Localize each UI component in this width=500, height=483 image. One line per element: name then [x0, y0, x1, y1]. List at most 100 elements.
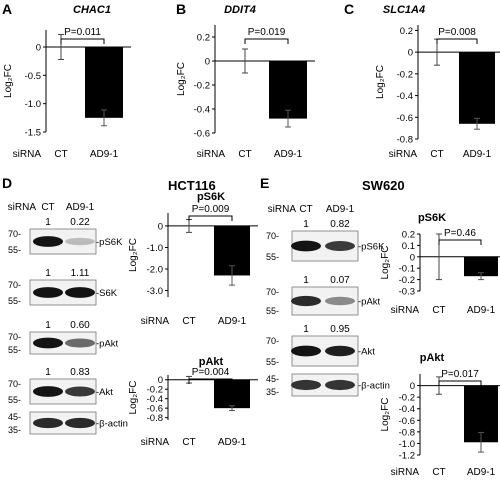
band-value: 1.11 [71, 268, 90, 279]
p-value-label: P=0.004 [192, 367, 230, 378]
category-label-ad9-1: AD9-1 [274, 149, 303, 160]
bar-ad9-1 [464, 256, 498, 277]
mw-marker: 70- [266, 287, 279, 297]
category-label-ad9-1: AD9-1 [90, 149, 119, 160]
blot-band [33, 337, 63, 349]
y-tick-label: 0 [158, 375, 163, 386]
chart-title: CHAC1 [73, 4, 111, 16]
significance-bracket [244, 38, 289, 44]
panel-letter-a: A [2, 1, 12, 17]
y-tick-label: -1.0 [147, 243, 163, 254]
category-label-ct: CT [182, 437, 195, 448]
chart-c-slc1a4: SLC1A4 0.2 0 -0.2 -0.4 -0.6 -0.8 Log₂FC P=0.008 s… [375, 4, 500, 160]
sirna-label: siRNA [391, 305, 420, 316]
significance-bracket [438, 239, 482, 245]
p-value-label: P=0.009 [192, 204, 230, 215]
mw-marker: 70- [266, 336, 279, 346]
band-value: 0.22 [70, 217, 90, 228]
blot-band [33, 386, 63, 397]
category-label-ct: CT [238, 149, 251, 160]
chart-d-ps6k: pS6K 0 -1.0 -2.0 -3.0 Log₂FC P=0.009 siRNA CT AD9… [128, 191, 258, 327]
chart-e-pakt: pAkt 0-0.2-0.4-0.6-0.8-1.0-1.2 Log₂FC P=0.0… [380, 352, 500, 478]
mw-marker: 55- [266, 357, 279, 367]
blot-e: siRNA CT AD9-1 1 0.82 70- 55- -pS6K 1 0.07 70- 55- -… [266, 204, 390, 397]
bar-ad9-1 [459, 52, 495, 124]
y-tick-label: 0 [408, 48, 413, 59]
y-tick-label: 0 [410, 381, 415, 392]
y-tick-label: -0.3 [399, 287, 415, 298]
band-value: 0.60 [70, 320, 90, 331]
p-value-label: P=0.017 [441, 369, 479, 380]
category-label-ad9-1: AD9-1 [467, 467, 496, 478]
y-tick-label: -0.6 [194, 129, 210, 140]
bar-ad9-1 [85, 47, 123, 118]
mw-marker: 35- [8, 425, 21, 435]
blot-d: siRNA CT AD9-1 1 0.22 70- 55- -pS6K 1 1.11 70- 55- -… [8, 202, 128, 435]
mw-marker: 45- [266, 374, 279, 384]
lane-label: CT [41, 202, 54, 213]
blot-row-pakt: 1 0.07 70- 55- -pAkt [266, 275, 381, 316]
sirna-label: siRNA [389, 149, 418, 160]
blot-band [33, 417, 63, 429]
blot-row-s6k: 1 1.11 70- 55- -S6K [8, 268, 118, 306]
y-axis-label: Log₂FC [176, 62, 187, 96]
y-tick-label: -0.4 [147, 394, 163, 405]
blot-row-akt: 1 0.95 70- 55- -Akt [266, 324, 375, 367]
band-value: 1 [45, 268, 51, 279]
blot-band [325, 345, 355, 357]
significance-bracket [188, 378, 233, 384]
protein-label: -pAkt [358, 297, 381, 308]
mw-marker: 55- [8, 345, 21, 355]
bar-ad9-1 [269, 61, 307, 119]
cell-line-e: SW620 [362, 178, 405, 193]
chart-title: pAkt [420, 352, 445, 364]
mw-marker: 70- [8, 332, 21, 342]
sirna-label: siRNA [391, 467, 420, 478]
y-tick-label: 0 [158, 221, 163, 232]
y-tick-label: 0 [205, 57, 210, 68]
mw-marker: 55- [266, 306, 279, 316]
blot-band [291, 240, 321, 252]
panel-letters: A B C D E [2, 1, 354, 191]
y-tick-label: -0.1 [399, 264, 415, 275]
panel-letter-e: E [260, 175, 269, 191]
y-tick-label: 0 [410, 252, 415, 263]
mw-marker: 70- [8, 280, 21, 290]
protein-label: -S6K [96, 288, 118, 299]
band-value: 1 [303, 275, 309, 286]
y-axis-label: Log₂FC [375, 65, 386, 99]
chart-title: pS6K [197, 191, 225, 203]
y-tick-label: 0.2 [400, 26, 413, 37]
y-tick-label: -1.0 [399, 439, 415, 450]
chart-a-chac1: CHAC1 0 -0.5 -1.0 -1.5 Log₂FC P=0.011 siRNA CT AD… [3, 4, 131, 160]
y-tick-label: -0.4 [399, 404, 415, 415]
y-tick-label: -0.2 [399, 275, 415, 286]
sirna-label: siRNA [197, 149, 226, 160]
p-value-label: P=0.46 [444, 228, 476, 239]
blot-row-pakt: 1 0.60 70- 55- -pAkt [8, 320, 119, 355]
y-tick-label: -2.0 [147, 265, 163, 276]
y-axis-label: Log₂FC [380, 246, 391, 280]
y-tick-label: -0.6 [399, 416, 415, 427]
mw-marker: 70- [266, 231, 279, 241]
protein-label: -Akt [358, 347, 375, 358]
protein-label: -pAkt [96, 339, 119, 350]
mw-marker: 55- [266, 252, 279, 262]
y-tick-label: -1.2 [399, 451, 415, 462]
mw-marker: 70- [8, 229, 21, 239]
category-label-ct: CT [54, 149, 67, 160]
mw-marker: 55- [8, 395, 21, 405]
blot-band [65, 338, 95, 348]
y-tick-label: -3.0 [147, 286, 163, 297]
y-tick-label: 0 [36, 43, 41, 54]
band-value: 0.82 [330, 219, 350, 230]
category-label-ct: CT [182, 316, 195, 327]
band-value: 1 [45, 217, 51, 228]
sirna-label: siRNA [268, 204, 297, 215]
blot-band [325, 379, 355, 391]
mw-marker: 70- [8, 379, 21, 389]
y-tick-label: -0.6 [147, 404, 163, 415]
